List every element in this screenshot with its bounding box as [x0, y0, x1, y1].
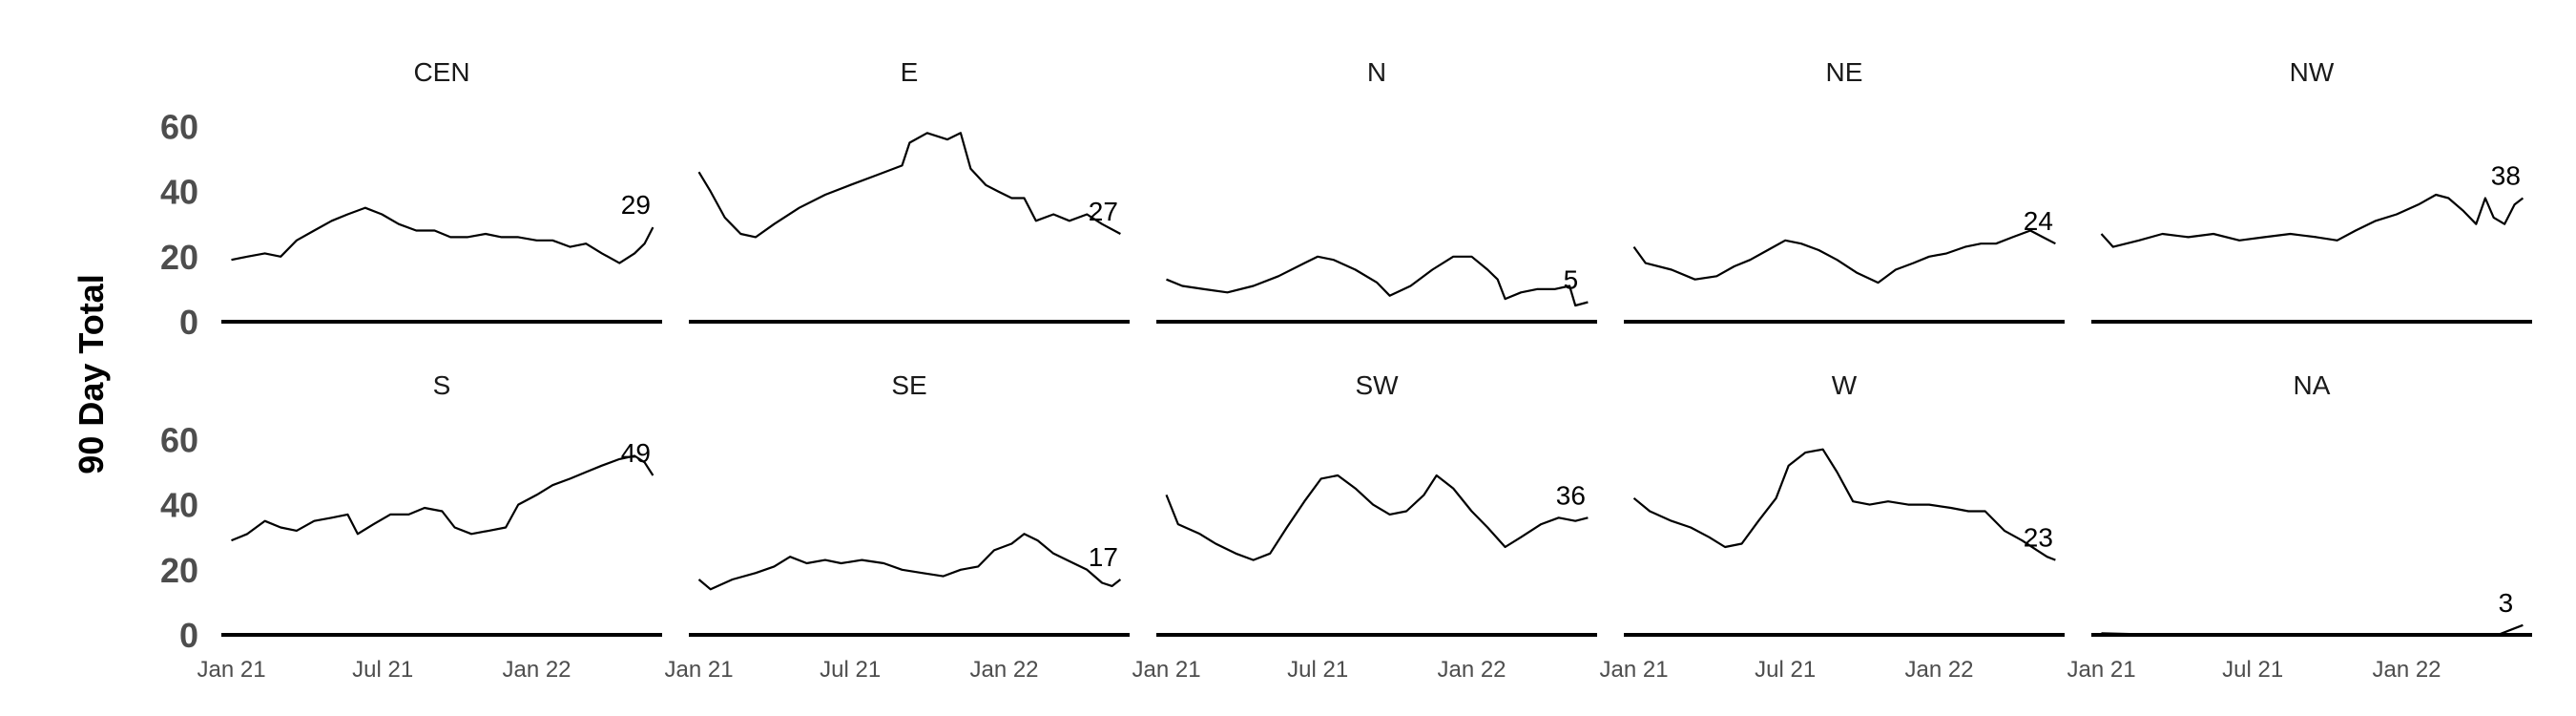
- facet-panel-w: W 23 Jan 21 Jul 21 Jan 22: [1599, 370, 2065, 683]
- facet-panel-sw: SW 36 Jan 21 Jul 21 Jan 22: [1132, 370, 1597, 683]
- facet-title: S: [433, 370, 451, 400]
- facet-title: NW: [2290, 57, 2335, 87]
- end-value-label: 3: [2499, 588, 2514, 618]
- y-axis-label: 90 Day Total: [72, 274, 111, 474]
- facet-title: W: [1832, 370, 1858, 400]
- y-tick-label: 0: [179, 616, 198, 655]
- facet-panel-na: NA 3 Jan 21 Jul 21 Jan 22: [2067, 370, 2532, 683]
- end-value-label: 38: [2491, 160, 2521, 190]
- end-value-label: 29: [621, 190, 651, 220]
- series-line: [697, 132, 1121, 239]
- series-line: [2101, 623, 2524, 637]
- series-line: [1165, 474, 1589, 561]
- end-value-label: 5: [1564, 265, 1579, 295]
- y-tick-label: 40: [160, 486, 198, 525]
- x-tick-label: Jan 21: [2067, 657, 2135, 683]
- facet-title: NA: [2294, 370, 2331, 400]
- facet-panel-cen: CEN 29 0 20 40 60: [160, 57, 662, 342]
- facet-title: N: [1367, 57, 1386, 87]
- x-tick-label: Jul 21: [352, 657, 413, 683]
- x-tick-label: Jan 22: [2372, 657, 2441, 683]
- end-value-label: 27: [1089, 197, 1118, 226]
- x-tick-label: Jul 21: [820, 657, 881, 683]
- end-value-label: 23: [2024, 523, 2053, 553]
- facet-title: NE: [1826, 57, 1863, 87]
- x-tick-label: Jan 22: [969, 657, 1038, 683]
- x-tick-label: Jul 21: [1755, 657, 1816, 683]
- x-tick-label: Jan 21: [1132, 657, 1200, 683]
- series-line: [231, 206, 654, 264]
- y-tick-label: 0: [179, 303, 198, 342]
- x-tick-label: Jan 22: [1437, 657, 1506, 683]
- facet-title: E: [901, 57, 919, 87]
- x-tick-label: Jan 21: [664, 657, 733, 683]
- facet-panel-se: SE 17 Jan 21 Jul 21 Jan 22: [664, 370, 1130, 683]
- facet-panel-s: S 49 0 20 40 60 Jan 21 Jul 21 Jan 22: [160, 370, 662, 683]
- x-tick-label: Jan 22: [1904, 657, 1973, 683]
- series-line: [1166, 255, 1589, 307]
- facet-title: SW: [1355, 370, 1399, 400]
- series-line: [231, 454, 654, 542]
- y-tick-label: 20: [160, 551, 198, 590]
- series-line: [1632, 229, 2056, 284]
- y-tick-label: 40: [160, 173, 198, 212]
- y-tick-label: 60: [160, 420, 198, 459]
- y-tick-label: 60: [160, 107, 198, 146]
- series-line: [1632, 448, 2056, 561]
- facet-panel-nw: NW 38: [2091, 57, 2532, 324]
- x-tick-label: Jul 21: [1287, 657, 1348, 683]
- x-tick-label: Jan 21: [1599, 657, 1668, 683]
- series-line: [697, 533, 1122, 591]
- end-value-label: 17: [1089, 542, 1118, 572]
- facet-title: SE: [891, 370, 926, 400]
- end-value-label: 24: [2024, 206, 2053, 236]
- facet-panel-n: N5: [1156, 57, 1597, 324]
- x-tick-label: Jan 22: [502, 657, 571, 683]
- y-tick-label: 20: [160, 238, 198, 277]
- facet-panel-e: E 27: [689, 57, 1130, 324]
- facet-title: CEN: [413, 57, 469, 87]
- series-line: [2100, 193, 2524, 248]
- end-value-label: 36: [1556, 480, 1586, 510]
- x-tick-label: Jan 21: [197, 657, 265, 683]
- x-tick-label: Jul 21: [2222, 657, 2283, 683]
- end-value-label: 49: [621, 438, 651, 468]
- facet-panel-ne: NE 24: [1624, 57, 2065, 324]
